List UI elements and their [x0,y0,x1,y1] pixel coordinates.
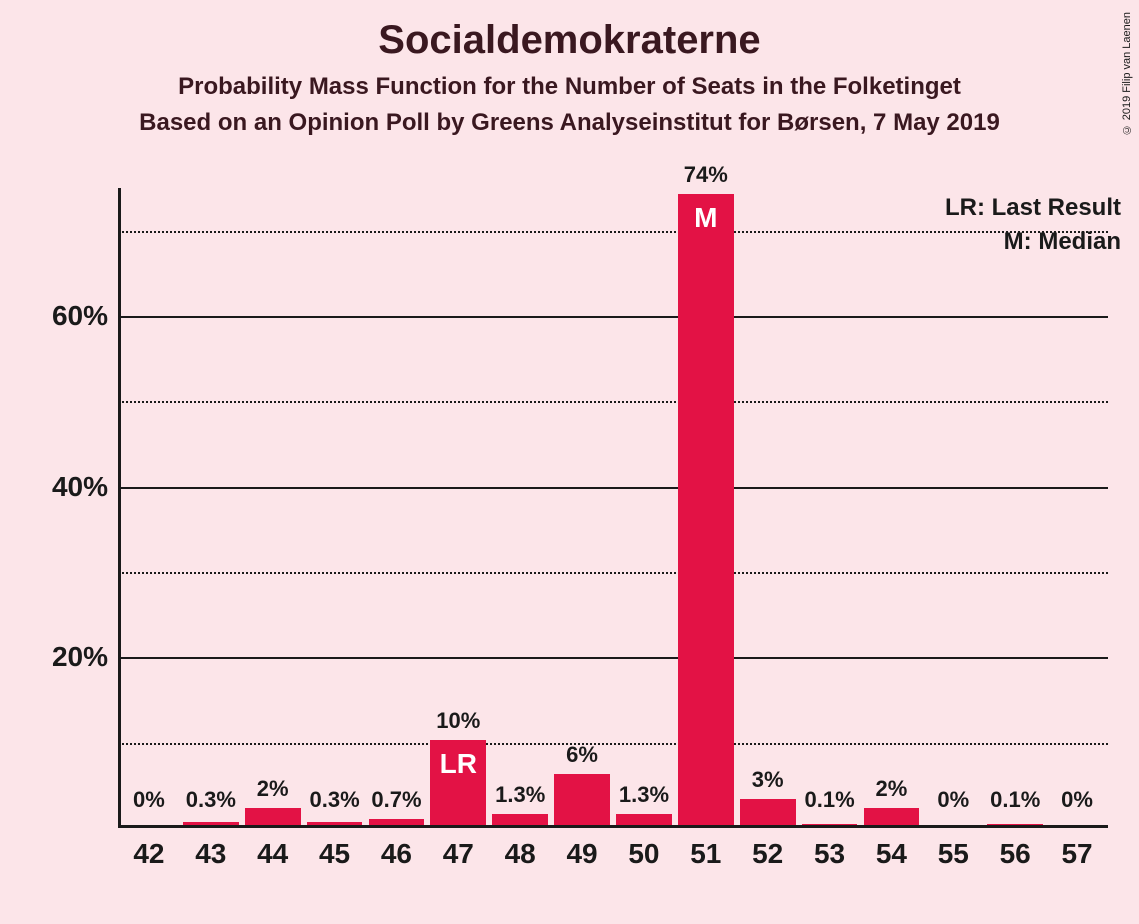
bar-value-label: 10% [436,708,480,740]
y-tick-label: 60% [8,300,108,332]
bar: 0.1% [802,824,858,825]
bar: 0.3% [307,822,363,825]
bar: 0.3% [183,822,239,825]
bar-value-label: 0.3% [186,787,236,819]
bar-value-label: 2% [876,776,908,808]
x-tick-label: 45 [319,838,350,870]
chart-subtitle-1: Probability Mass Function for the Number… [0,73,1139,101]
grid-minor [118,401,1108,403]
bar-value-label: 0.1% [990,787,1040,819]
bar: 1.3% [616,814,672,825]
x-tick-label: 43 [195,838,226,870]
grid-major [118,316,1108,318]
plot-region: 20%40%60%0%420.3%432%440.3%450.7%4610%LR… [118,188,1108,828]
x-tick-label: 50 [628,838,659,870]
bar: 2% [864,808,920,825]
bar: 10%LR [430,740,486,825]
grid-minor [118,231,1108,233]
grid-major [118,657,1108,659]
y-axis-line [118,188,121,828]
x-tick-label: 53 [814,838,845,870]
x-tick-label: 44 [257,838,288,870]
bar-value-label: 0% [937,787,969,819]
x-axis-line [118,825,1108,828]
x-tick-label: 42 [133,838,164,870]
bar-value-label: 6% [566,742,598,774]
x-tick-label: 46 [381,838,412,870]
bar-value-label: 1.3% [619,782,669,814]
bar-value-label: 0.7% [371,787,421,819]
bar-inner-label: LR [440,748,477,780]
x-tick-label: 55 [938,838,969,870]
bar-inner-label: M [694,202,717,234]
grid-minor [118,743,1108,745]
x-tick-label: 54 [876,838,907,870]
bar-value-label: 0% [133,787,165,819]
bar-value-label: 0.1% [804,787,854,819]
title-block: Socialdemokraterne Probability Mass Func… [0,0,1139,137]
chart-title: Socialdemokraterne [0,18,1139,63]
bar: 0.1% [987,824,1043,825]
bar-value-label: 2% [257,776,289,808]
bar-value-label: 74% [684,162,728,194]
bar: 1.3% [492,814,548,825]
bar: 2% [245,808,301,825]
x-tick-label: 52 [752,838,783,870]
bar: 3% [740,799,796,825]
y-tick-label: 20% [8,641,108,673]
x-tick-label: 47 [443,838,474,870]
x-tick-label: 56 [1000,838,1031,870]
y-tick-label: 40% [8,471,108,503]
bar: 6% [554,774,610,825]
bar-value-label: 0% [1061,787,1093,819]
grid-major [118,487,1108,489]
grid-minor [118,572,1108,574]
bar: 74%M [678,194,734,825]
chart-area: 20%40%60%0%420.3%432%440.3%450.7%4610%LR… [118,188,1108,828]
chart-subtitle-2: Based on an Opinion Poll by Greens Analy… [0,109,1139,137]
copyright-text: © 2019 Filip van Laenen [1121,12,1133,135]
bar-value-label: 1.3% [495,782,545,814]
x-tick-label: 57 [1061,838,1092,870]
bar-value-label: 3% [752,767,784,799]
x-tick-label: 48 [505,838,536,870]
x-tick-label: 49 [566,838,597,870]
bar-value-label: 0.3% [309,787,359,819]
bar: 0.7% [369,819,425,825]
x-tick-label: 51 [690,838,721,870]
